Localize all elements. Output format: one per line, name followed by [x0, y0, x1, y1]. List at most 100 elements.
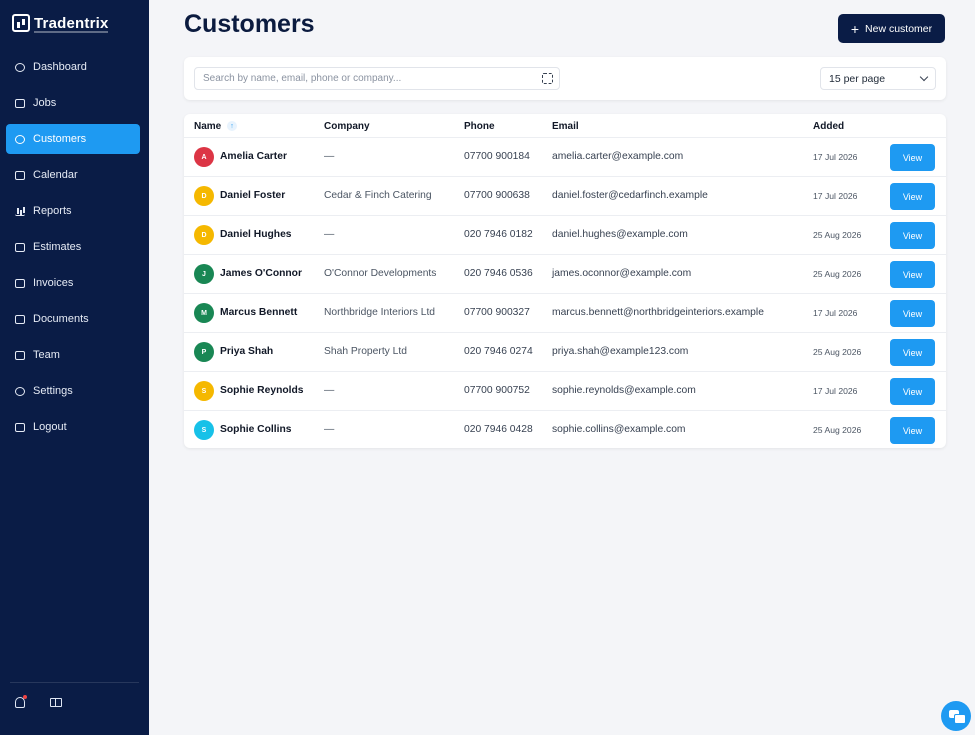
- customer-added-date: 25 Aug 2026: [813, 269, 862, 279]
- sidebar-item-label: Calendar: [33, 169, 78, 181]
- table-header: Name ↑ Company Phone Email Added: [184, 114, 946, 138]
- app-name: Tradentrix: [34, 14, 109, 32]
- sidebar-item-estimates[interactable]: Estimates: [6, 232, 140, 262]
- sidebar-item-label: Dashboard: [33, 61, 87, 73]
- avatar: S: [194, 381, 214, 401]
- bell-icon[interactable]: [15, 697, 25, 708]
- sidebar-item-logout[interactable]: Logout: [6, 412, 140, 442]
- customer-phone: 07700 900184: [464, 151, 530, 162]
- per-page-select[interactable]: 15 per page: [820, 67, 936, 90]
- customer-name[interactable]: James O'Connor: [220, 268, 302, 279]
- filter-bar: Search by name, email, phone or company.…: [184, 57, 946, 100]
- table-row[interactable]: D Daniel Hughes — 020 7946 0182 daniel.hughe…: [184, 216, 946, 255]
- new-customer-label: New customer: [865, 22, 933, 35]
- sidebar-item-dashboard[interactable]: Dashboard: [6, 52, 140, 82]
- dashboard-icon: [15, 62, 25, 72]
- column-header-company[interactable]: Company: [324, 121, 370, 132]
- table-row[interactable]: P Priya Shah Shah Property Ltd 020 7946 027…: [184, 333, 946, 372]
- sidebar-item-documents[interactable]: Documents: [6, 304, 140, 334]
- customer-added-date: 17 Jul 2026: [813, 386, 858, 396]
- table-row[interactable]: D Daniel Foster Cedar & Finch Catering 0770…: [184, 177, 946, 216]
- table-row[interactable]: S Sophie Reynolds — 07700 900752 sophie.reyn…: [184, 372, 946, 411]
- customer-email: sophie.reynolds@example.com: [552, 385, 696, 396]
- avatar: P: [194, 342, 214, 362]
- sidebar-item-label: Reports: [33, 205, 72, 217]
- sidebar-divider: [10, 682, 139, 683]
- customer-phone: 020 7946 0428: [464, 424, 533, 435]
- view-button[interactable]: View: [890, 144, 935, 171]
- customer-company: —: [324, 385, 335, 396]
- avatar: J: [194, 264, 214, 284]
- customer-added-date: 25 Aug 2026: [813, 347, 862, 357]
- invoice-icon: [15, 278, 25, 288]
- logout-icon: [15, 422, 25, 432]
- view-button[interactable]: View: [890, 339, 935, 366]
- plus-icon: +: [850, 20, 860, 37]
- column-header-email[interactable]: Email: [552, 121, 579, 132]
- sidebar-item-label: Team: [33, 349, 60, 361]
- customer-company: Cedar & Finch Catering: [324, 190, 432, 201]
- customer-email: amelia.carter@example.com: [552, 151, 684, 162]
- customer-name[interactable]: Priya Shah: [220, 346, 274, 357]
- view-button[interactable]: View: [890, 300, 935, 327]
- customer-added-date: 17 Jul 2026: [813, 308, 858, 318]
- sidebar-nav: Dashboard Jobs Customers Calendar Report…: [6, 52, 140, 448]
- sidebar-item-label: Estimates: [33, 241, 82, 253]
- customer-phone: 07700 900638: [464, 190, 530, 201]
- column-header-phone[interactable]: Phone: [464, 121, 495, 132]
- avatar: M: [194, 303, 214, 323]
- table-row[interactable]: M Marcus Bennett Northbridge Interiors Ltd…: [184, 294, 946, 333]
- customer-email: sophie.collins@example.com: [552, 424, 686, 435]
- customer-email: james.oconnor@example.com: [552, 268, 692, 279]
- view-button[interactable]: View: [890, 417, 935, 444]
- sidebar-item-calendar[interactable]: Calendar: [6, 160, 140, 190]
- customer-name[interactable]: Amelia Carter: [220, 151, 287, 162]
- avatar: D: [194, 225, 214, 245]
- scan-icon[interactable]: [542, 73, 553, 84]
- sidebar-item-label: Customers: [33, 133, 87, 145]
- sort-asc-icon[interactable]: ↑: [227, 121, 237, 131]
- logo-tagline: [34, 31, 108, 33]
- column-header-name[interactable]: Name: [194, 121, 222, 132]
- view-button[interactable]: View: [890, 183, 935, 210]
- customer-email: priya.shah@example123.com: [552, 346, 689, 357]
- customer-phone: 07700 900752: [464, 385, 530, 396]
- customer-company: —: [324, 151, 335, 162]
- customer-name[interactable]: Sophie Reynolds: [220, 385, 304, 396]
- customer-company: —: [324, 229, 335, 240]
- table-row[interactable]: A Amelia Carter — 07700 900184 amelia.carter…: [184, 138, 946, 177]
- view-button[interactable]: View: [890, 378, 935, 405]
- sidebar-item-settings[interactable]: Settings: [6, 376, 140, 406]
- table-row[interactable]: S Sophie Collins — 020 7946 0428 sophie.coll…: [184, 411, 946, 448]
- customer-name[interactable]: Daniel Foster: [220, 190, 286, 201]
- customer-added-date: 25 Aug 2026: [813, 425, 862, 435]
- customer-added-date: 17 Jul 2026: [813, 191, 858, 201]
- notification-dot: [23, 695, 27, 699]
- sidebar-item-label: Jobs: [33, 97, 57, 109]
- new-customer-button[interactable]: + New customer: [838, 14, 945, 43]
- customer-name[interactable]: Daniel Hughes: [220, 229, 292, 240]
- customer-name[interactable]: Sophie Collins: [220, 424, 292, 435]
- sidebar-item-jobs[interactable]: Jobs: [6, 88, 140, 118]
- view-button[interactable]: View: [890, 222, 935, 249]
- table-row[interactable]: J James O'Connor O'Connor Developments 020 …: [184, 255, 946, 294]
- customer-name[interactable]: Marcus Bennett: [220, 307, 298, 318]
- search-input[interactable]: Search by name, email, phone or company.…: [194, 67, 560, 90]
- book-icon[interactable]: [50, 698, 62, 707]
- avatar: D: [194, 186, 214, 206]
- chat-icon[interactable]: [941, 701, 971, 731]
- per-page-value: 15 per page: [829, 72, 886, 85]
- view-button[interactable]: View: [890, 261, 935, 288]
- sidebar-item-team[interactable]: Team: [6, 340, 140, 370]
- sidebar-item-customers[interactable]: Customers: [6, 124, 140, 154]
- page-title: Customers: [184, 10, 315, 38]
- brand[interactable]: Tradentrix: [12, 14, 109, 33]
- customer-added-date: 17 Jul 2026: [813, 152, 858, 162]
- customers-table: Name ↑ Company Phone Email Added A Amelia…: [184, 114, 946, 448]
- sidebar-item-reports[interactable]: Reports: [6, 196, 140, 226]
- bar-chart-icon: [15, 207, 25, 216]
- avatar: A: [194, 147, 214, 167]
- sidebar-item-invoices[interactable]: Invoices: [6, 268, 140, 298]
- column-header-added[interactable]: Added: [813, 121, 845, 132]
- calendar-icon: [15, 170, 25, 180]
